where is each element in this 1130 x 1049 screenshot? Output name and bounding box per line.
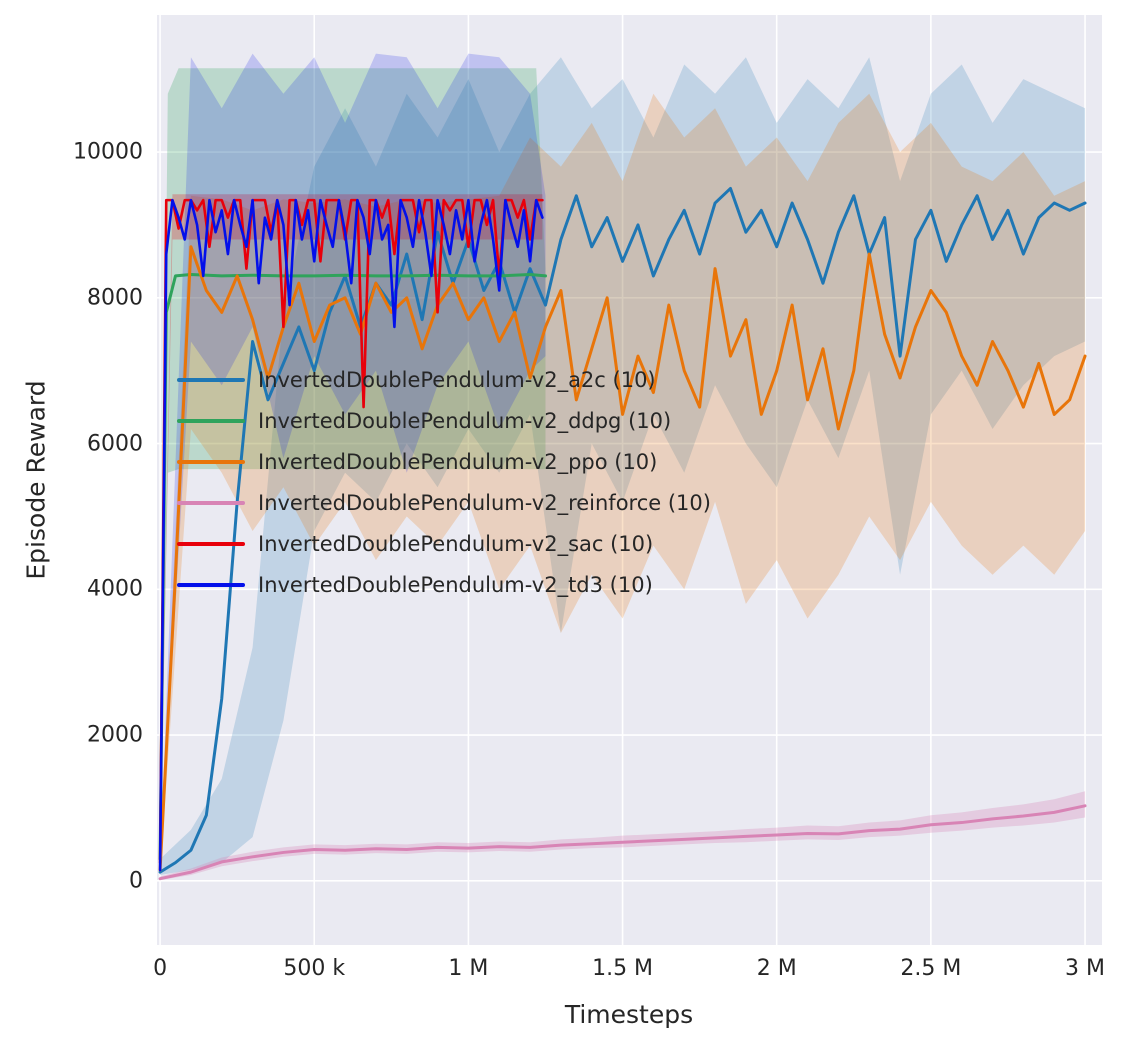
legend: InvertedDoublePendulum-v2_a2c (10) Invert… (177, 366, 711, 598)
y-tick-label: 8000 (87, 285, 143, 311)
legend-item-reinforce: InvertedDoublePendulum-v2_reinforce (10) (177, 489, 711, 516)
reinforce-legend-line-icon (177, 500, 245, 505)
legend-label: InvertedDoublePendulum-v2_reinforce (10) (258, 490, 711, 515)
x-tick-label: 2 M (756, 956, 797, 981)
x-tick-label: 1 M (448, 956, 489, 981)
ddpg-line (158, 272, 547, 861)
legend-label: InvertedDoublePendulum-v2_td3 (10) (258, 572, 653, 597)
legend-label: InvertedDoublePendulum-v2_ppo (10) (258, 449, 658, 474)
ppo-line (158, 245, 1087, 872)
x-tick-label: 2.5 M (900, 956, 962, 981)
legend-item-td3: InvertedDoublePendulum-v2_td3 (10) (177, 571, 711, 598)
y-axis-label: Episode Reward (21, 380, 51, 580)
legend-label: InvertedDoublePendulum-v2_a2c (10) (258, 367, 656, 392)
ddpg-legend-line-icon (177, 418, 245, 423)
reinforce-confidence-band (160, 791, 1086, 881)
chart-canvas (157, 15, 1102, 945)
legend-item-sac: InvertedDoublePendulum-v2_sac (10) (177, 530, 711, 557)
x-axis-label: Timesteps (564, 1000, 694, 1029)
legend-label: InvertedDoublePendulum-v2_sac (10) (258, 531, 654, 556)
a2c-legend-line-icon (177, 377, 245, 382)
y-tick-label: 6000 (87, 431, 143, 457)
x-tick-label: 3 M (1065, 956, 1106, 981)
plot-area (157, 15, 1102, 945)
td3-line (158, 198, 544, 872)
legend-item-ppo: InvertedDoublePendulum-v2_ppo (10) (177, 448, 711, 475)
y-tick-label: 10000 (73, 139, 143, 165)
sac-legend-line-icon (177, 541, 245, 546)
a2c-line (158, 186, 1087, 874)
td3-legend-line-icon (177, 582, 245, 587)
legend-item-ddpg: InvertedDoublePendulum-v2_ddpg (10) (177, 407, 711, 434)
ppo-legend-line-icon (177, 459, 245, 464)
x-tick-label: 500 k (283, 956, 346, 981)
y-tick-label: 2000 (87, 722, 143, 748)
y-tick-label: 0 (129, 868, 143, 894)
reinforce-line (158, 804, 1087, 881)
sac-line (158, 198, 544, 864)
y-tick-label: 4000 (87, 576, 143, 602)
legend-item-a2c: InvertedDoublePendulum-v2_a2c (10) (177, 366, 711, 393)
x-tick-label: 1.5 M (592, 956, 654, 981)
x-tick-label: 0 (153, 956, 168, 981)
legend-label: InvertedDoublePendulum-v2_ddpg (10) (258, 408, 672, 433)
